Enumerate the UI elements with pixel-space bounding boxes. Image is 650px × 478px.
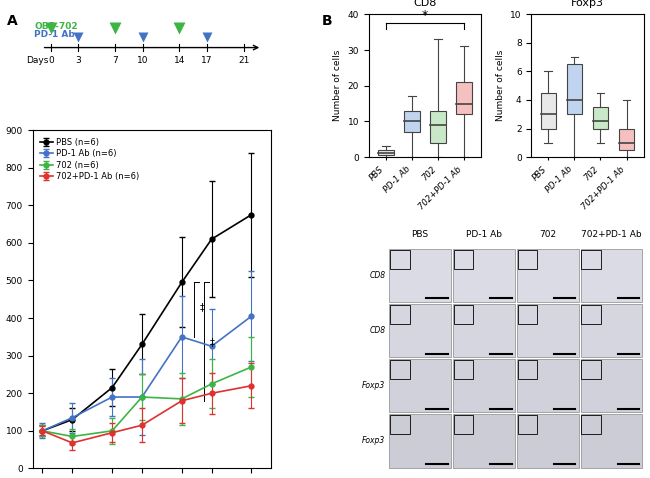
Bar: [430, 111, 446, 143]
Y-axis label: Number of cells: Number of cells: [496, 50, 504, 121]
Bar: [453, 304, 515, 357]
Bar: [389, 304, 451, 357]
Bar: [581, 305, 601, 324]
Text: *: *: [422, 9, 428, 22]
Text: OBP-702: OBP-702: [34, 22, 78, 31]
Text: 702+PD-1 Ab: 702+PD-1 Ab: [581, 230, 642, 239]
Bar: [389, 414, 451, 467]
Bar: [541, 93, 556, 129]
Bar: [580, 304, 642, 357]
Bar: [389, 359, 451, 413]
Text: 3: 3: [75, 56, 81, 65]
Text: 7: 7: [112, 56, 118, 65]
Bar: [453, 359, 515, 413]
Text: 17: 17: [202, 56, 213, 65]
Text: CD8: CD8: [369, 326, 385, 335]
Bar: [453, 414, 515, 467]
Text: A: A: [6, 14, 18, 28]
Bar: [567, 65, 582, 114]
Bar: [453, 249, 515, 302]
Text: Days: Days: [26, 56, 48, 65]
Bar: [593, 107, 608, 129]
Bar: [404, 111, 420, 132]
Text: 14: 14: [174, 56, 185, 65]
Bar: [390, 305, 410, 324]
Text: ‡: ‡: [209, 337, 215, 348]
Bar: [390, 250, 410, 269]
Bar: [454, 305, 473, 324]
Bar: [517, 415, 538, 434]
Bar: [517, 359, 578, 413]
Bar: [517, 414, 578, 467]
Text: B: B: [322, 14, 332, 28]
Bar: [454, 415, 473, 434]
Bar: [390, 360, 410, 379]
Bar: [580, 414, 642, 467]
Bar: [580, 249, 642, 302]
Text: PD-1 Ab: PD-1 Ab: [34, 31, 75, 40]
Text: 0: 0: [48, 56, 54, 65]
Title: CD8: CD8: [413, 0, 437, 8]
Text: 21: 21: [238, 56, 250, 65]
Bar: [581, 415, 601, 434]
Text: PBS: PBS: [411, 230, 428, 239]
Text: ‡: ‡: [200, 302, 205, 312]
Text: Foxp3: Foxp3: [362, 436, 385, 445]
Bar: [517, 304, 578, 357]
Text: PD-1 Ab: PD-1 Ab: [466, 230, 502, 239]
Bar: [378, 150, 394, 155]
Text: CD8: CD8: [369, 271, 385, 280]
Bar: [517, 305, 538, 324]
Bar: [619, 129, 634, 150]
Bar: [581, 360, 601, 379]
Y-axis label: Number of cells: Number of cells: [333, 50, 342, 121]
Bar: [389, 249, 451, 302]
Title: Foxp3: Foxp3: [571, 0, 604, 8]
Bar: [454, 360, 473, 379]
Bar: [517, 250, 538, 269]
Bar: [456, 82, 472, 114]
Text: 702: 702: [539, 230, 556, 239]
Text: 10: 10: [137, 56, 148, 65]
Bar: [581, 250, 601, 269]
Text: Foxp3: Foxp3: [362, 381, 385, 390]
Bar: [517, 360, 538, 379]
Bar: [454, 250, 473, 269]
Bar: [517, 249, 578, 302]
Bar: [390, 415, 410, 434]
Bar: [580, 359, 642, 413]
Legend: PBS (n=6), PD-1 Ab (n=6), 702 (n=6), 702+PD-1 Ab (n=6): PBS (n=6), PD-1 Ab (n=6), 702 (n=6), 702…: [36, 134, 142, 185]
